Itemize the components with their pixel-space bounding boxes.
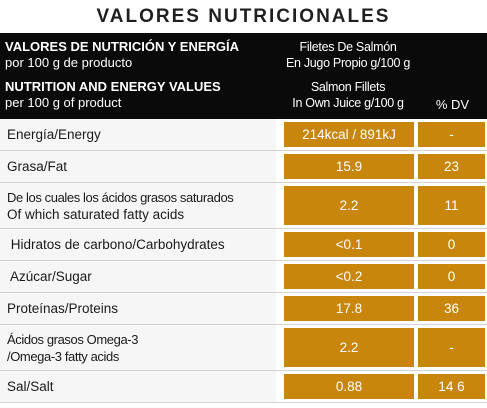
nutrient-value: 17.8 — [284, 296, 414, 321]
header-label-es: VALORES DE NUTRICIÓN Y ENERGÍA por 100 g… — [5, 39, 275, 71]
nutrient-name-line1: De los cuales los ácidos grasos saturado… — [7, 189, 234, 205]
table-row: Sal/Salt 0.88 14 6 — [0, 371, 487, 403]
header-label-en-title: NUTRITION AND ENERGY VALUES — [5, 79, 221, 94]
table-row: Ácidos grasos Omega-3 /Omega-3 fatty aci… — [0, 325, 487, 371]
header-label-es-subtitle: por 100 g de producto — [5, 55, 133, 70]
header-label-en-subtitle: per 100 g of product — [5, 95, 122, 110]
nutrient-name-line2: /Omega-3 fatty acids — [7, 348, 119, 364]
header-product-en: Salmon Fillets In Own Juice g/100 g — [278, 79, 418, 111]
table-header: VALORES DE NUTRICIÓN Y ENERGÍA por 100 g… — [0, 33, 487, 119]
nutrient-name: Ácidos grasos Omega-3 /Omega-3 fatty aci… — [0, 325, 276, 370]
nutrient-name: De los cuales los ácidos grasos saturado… — [0, 183, 276, 228]
page-title: VALORES NUTRICIONALES — [96, 5, 391, 27]
nutrient-dv: - — [418, 328, 485, 367]
nutrient-name: Sal/Salt — [0, 371, 276, 402]
table-row: Grasa/Fat 15.9 23 — [0, 151, 487, 183]
header-product-es-name: Filetes De Salmón — [299, 40, 397, 54]
nutrient-dv: 23 — [418, 154, 485, 179]
nutrient-dv: - — [418, 122, 485, 147]
table-row: Hidratos de carbono/Carbohydrates <0.1 0 — [0, 229, 487, 261]
nutrient-name: Energía/Energy — [0, 119, 276, 150]
table-row: Proteínas/Proteins 17.8 36 — [0, 293, 487, 325]
nutrient-value: 15.9 — [284, 154, 414, 179]
nutrient-value: 2.2 — [284, 328, 414, 367]
table-row: De los cuales los ácidos grasos saturado… — [0, 183, 487, 229]
nutrient-dv: 11 — [418, 186, 485, 225]
nutrient-value: 2.2 — [284, 186, 414, 225]
table-row: Energía/Energy 214kcal / 891kJ - — [0, 119, 487, 151]
nutrient-dv: 0 — [418, 232, 485, 257]
nutrient-name: Proteínas/Proteins — [0, 293, 276, 324]
table-row: Azúcar/Sugar <0.2 0 — [0, 261, 487, 293]
nutrient-value: <0.2 — [284, 264, 414, 289]
nutrient-dv: 0 — [418, 264, 485, 289]
header-label-en: NUTRITION AND ENERGY VALUES per 100 g of… — [5, 79, 275, 111]
nutrient-dv: 14 6 — [418, 374, 485, 399]
header-product-en-name: Salmon Fillets — [310, 80, 386, 94]
nutrient-value: <0.1 — [284, 232, 414, 257]
nutrient-dv: 36 — [418, 296, 485, 321]
header-spanish: VALORES DE NUTRICIÓN Y ENERGÍA por 100 g… — [0, 35, 487, 75]
header-product-en-unit: In Own Juice g/100 g — [292, 96, 404, 110]
header-product-es: Filetes De Salmón En Jugo Propio g/100 g — [278, 39, 418, 71]
nutrient-name: Azúcar/Sugar — [0, 261, 276, 292]
header-product-es-unit: En Jugo Propio g/100 g — [285, 56, 411, 70]
header-dv-label: % DV — [435, 97, 470, 112]
nutrient-name: Grasa/Fat — [0, 151, 276, 182]
nutrient-value: 0.88 — [284, 374, 414, 399]
nutrient-name-line1: Ácidos grasos Omega-3 — [7, 331, 139, 347]
nutrient-name-line2: Of which saturated fatty acids — [7, 206, 185, 222]
header-label-es-title: VALORES DE NUTRICIÓN Y ENERGÍA — [5, 39, 240, 54]
nutrient-value: 214kcal / 891kJ — [284, 122, 414, 147]
nutrient-name: Hidratos de carbono/Carbohydrates — [0, 229, 276, 260]
header-english: NUTRITION AND ENERGY VALUES per 100 g of… — [0, 75, 487, 115]
nutrition-table: Energía/Energy 214kcal / 891kJ - Grasa/F… — [0, 119, 487, 403]
